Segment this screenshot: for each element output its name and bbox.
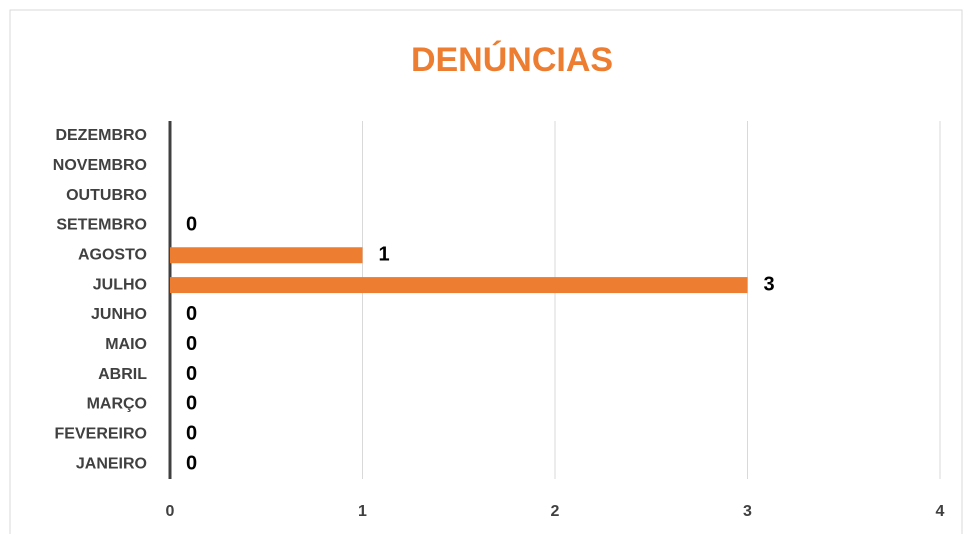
y-tick-label: JANEIRO [76,455,147,472]
data-label: 0 [186,303,197,325]
x-tick-label: 1 [358,503,367,520]
x-tick-label: 0 [166,503,175,520]
chart-title: DENÚNCIAS [411,41,613,79]
data-label: 0 [186,214,197,236]
y-tick-label: NOVEMBRO [53,157,147,174]
y-tick-label: MAIO [105,336,147,353]
bar [170,277,748,294]
x-tick-label: 2 [551,503,560,520]
y-tick-label: SETEMBRO [56,217,147,234]
y-tick-label: JULHO [93,276,147,293]
y-tick-label: JUNHO [91,306,147,323]
data-label: 0 [186,452,197,474]
x-tick-label: 4 [936,503,945,520]
y-tick-label: ABRIL [98,366,147,383]
y-tick-label: DEZEMBRO [55,127,147,144]
data-label: 0 [186,423,197,445]
data-label: 3 [764,273,775,295]
data-label: 1 [379,244,390,266]
y-tick-label: FEVEREIRO [55,425,147,442]
x-tick-label: 3 [743,503,752,520]
data-label: 0 [186,333,197,355]
bar [170,247,363,264]
chart-border [9,9,963,534]
data-label: 0 [186,393,197,415]
y-tick-label: AGOSTO [78,246,147,263]
y-tick-label: MARÇO [87,396,147,413]
y-tick-label: OUTUBRO [66,187,147,204]
data-label: 0 [186,363,197,385]
